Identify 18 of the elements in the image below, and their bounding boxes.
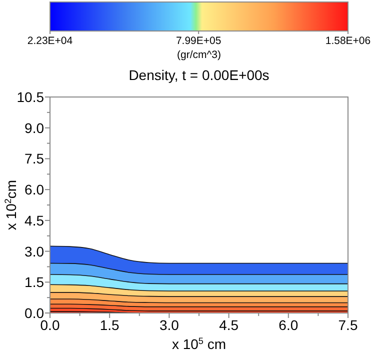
y-tick-label: 3.0: [24, 243, 44, 260]
y-tick-label: 9.0: [24, 120, 44, 136]
color-bar-label: 1.58E+06: [325, 35, 371, 47]
y-tick-label: 1.5: [24, 274, 44, 290]
y-tick-label: 6.0: [24, 182, 44, 198]
x-tick-label: 6.0: [278, 317, 298, 333]
y-tick-label: 7.5: [24, 150, 44, 167]
x-axis-title: x 10$^{5}$ cm: [172, 336, 226, 352]
chart-title: Density, t = 0.00E+00s: [128, 67, 270, 83]
y-tick-label: 10.5: [16, 89, 44, 105]
x-tick-label: 4.5: [219, 317, 239, 333]
x-tick-label: 1.5: [100, 317, 120, 333]
color-bar-label: 7.99E+05: [176, 35, 222, 47]
color-bar-label: 2.23E+04: [27, 35, 73, 47]
x-tick-label: 7.5: [338, 317, 358, 333]
x-tick-label: 3.0: [159, 317, 180, 333]
y-tick-label: 4.5: [24, 212, 44, 228]
color-bar-title: (gr/cm^3): [176, 49, 222, 61]
